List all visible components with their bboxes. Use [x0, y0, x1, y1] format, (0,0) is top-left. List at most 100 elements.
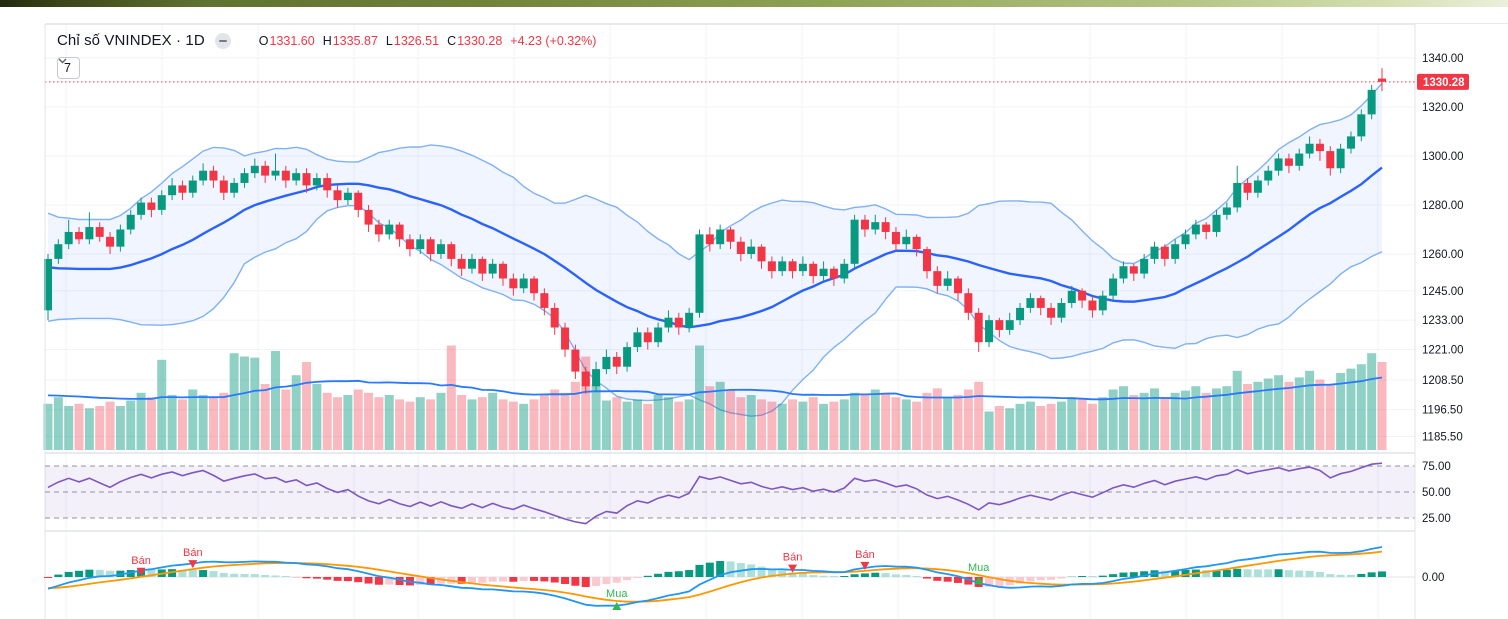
volume-bar	[1315, 379, 1325, 450]
volume-bar	[1056, 401, 1066, 450]
volume-bar	[405, 401, 415, 450]
volume-bar	[1212, 388, 1222, 450]
volume-bar	[1025, 401, 1035, 450]
candle-body	[333, 190, 342, 201]
candle-body	[1047, 307, 1056, 318]
volume-bar	[1336, 373, 1346, 450]
volume-bar	[446, 345, 456, 450]
volume-bar	[498, 399, 508, 450]
candle-body	[778, 261, 787, 272]
candle-body	[1336, 148, 1345, 169]
volume-bar	[239, 356, 249, 450]
volume-bar	[1181, 390, 1191, 450]
macd-pane-layer	[44, 546, 1415, 607]
price-axis-label: 1233.00	[1422, 315, 1464, 327]
rsi-line	[47, 462, 1383, 525]
rsi-pane[interactable]	[45, 453, 1415, 531]
volume-bar	[302, 362, 312, 450]
macd-histogram-bar	[323, 577, 332, 580]
macd-histogram-bar	[292, 577, 301, 578]
candle-body	[1160, 246, 1169, 259]
sell-label: Bán	[131, 555, 151, 567]
candle-body	[933, 271, 942, 286]
volume-bar	[932, 388, 942, 450]
candle-body	[850, 219, 859, 264]
candle-body	[1119, 266, 1128, 279]
buy-signal-marker: Mua	[968, 562, 990, 585]
volume-bar	[1108, 389, 1118, 450]
candle-body	[1057, 303, 1066, 318]
volume-bar	[1243, 384, 1253, 450]
macd-signal-line	[47, 550, 1383, 603]
macd-histogram-bar	[54, 574, 63, 577]
indicator-count-dropdown[interactable]: 7	[57, 57, 80, 79]
macd-histogram-bar	[1036, 577, 1045, 581]
price-axis-label: 1196.50	[1422, 405, 1463, 417]
price-pane[interactable]	[45, 24, 1415, 453]
volume-bar	[653, 395, 663, 450]
candle-body	[757, 246, 766, 262]
candle-body	[1222, 207, 1231, 215]
volume-bar	[870, 389, 880, 450]
volume-bar	[1015, 403, 1025, 450]
volume-bar	[1036, 406, 1046, 450]
candle-body	[685, 312, 694, 328]
volume-bar	[684, 399, 694, 450]
volume-bar	[591, 384, 601, 450]
volume-bar	[1367, 353, 1377, 450]
macd-histogram-bar	[343, 577, 352, 582]
volume-bar	[529, 399, 539, 450]
candle-body	[250, 165, 259, 174]
candle-body	[633, 332, 642, 348]
volume-bar	[881, 392, 891, 450]
macd-histogram-bar	[188, 570, 197, 577]
macd-histogram-bar	[654, 573, 663, 577]
macd-histogram-bar	[943, 577, 952, 582]
volume-bar	[963, 389, 973, 450]
candle-body	[157, 195, 166, 210]
volume-bar	[322, 392, 332, 450]
candle-body	[209, 170, 218, 181]
macd-histogram-bar	[922, 577, 931, 579]
macd-pane[interactable]	[45, 531, 1415, 619]
macd-histogram-bar	[106, 570, 115, 577]
candle-body	[571, 349, 580, 372]
price-axis[interactable]: 1340.00 1320.00 1300.00 1280.00 1260.00 1245.…	[1414, 24, 1508, 619]
candle-body	[1067, 290, 1076, 303]
macd-histogram-bar	[302, 577, 311, 579]
volume-bar	[1284, 381, 1294, 450]
volume-bar	[488, 392, 498, 450]
bollinger-fill	[48, 83, 1382, 417]
volume-bar	[95, 406, 105, 450]
volume-bar	[1356, 364, 1366, 450]
candle-body	[1088, 300, 1097, 311]
volume-bar	[1232, 370, 1242, 450]
minus-circle-icon[interactable]	[214, 32, 231, 49]
candle-body	[395, 224, 404, 240]
price-axis-label: 1185.50	[1422, 432, 1463, 444]
candle-body	[995, 320, 1004, 330]
candle-body	[829, 268, 838, 279]
volume-bar	[229, 353, 239, 450]
volume-bar	[105, 401, 115, 450]
macd-histogram-bar	[416, 577, 425, 585]
candle-body	[881, 222, 890, 232]
candle-body	[592, 369, 601, 387]
candle-body	[1295, 153, 1304, 166]
volume-bar	[312, 384, 322, 450]
sell-label: Bán	[183, 547, 203, 559]
candle-body	[1129, 266, 1138, 274]
macd-histogram-bar	[499, 577, 508, 582]
symbol-title[interactable]: Chỉ số VNINDEX · 1D	[57, 32, 205, 49]
candle-body	[1346, 136, 1355, 149]
macd-histogram-bar	[1284, 570, 1293, 577]
rsi-pane-layer	[45, 462, 1415, 525]
candle-body	[974, 312, 983, 343]
candle-body	[1181, 234, 1190, 245]
volume-bar	[757, 399, 767, 450]
volume-bar	[250, 357, 260, 450]
macd-histogram-bar	[1377, 571, 1386, 577]
macd-histogram-bar	[881, 573, 890, 577]
